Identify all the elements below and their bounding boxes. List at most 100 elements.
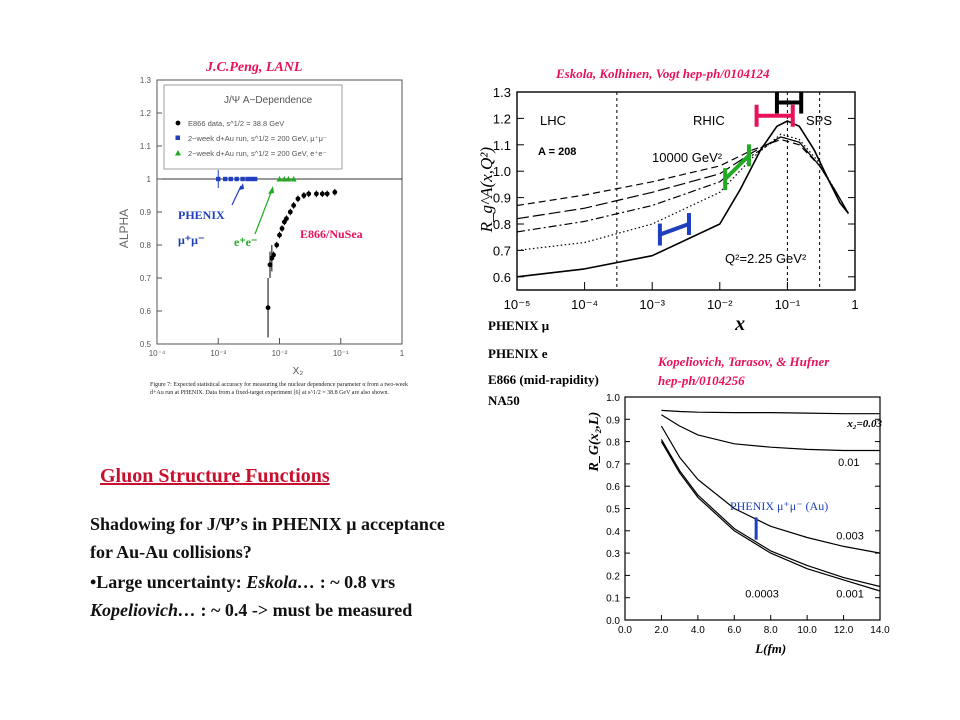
legend-marker-ee	[175, 150, 181, 156]
curve-label: x₂=0.03	[846, 418, 882, 430]
p3-plot-frame	[624, 396, 881, 621]
e866-data-point	[274, 242, 280, 248]
rhic-label: RHIC	[693, 113, 725, 128]
p3-xtick-label: 2.0	[654, 625, 668, 636]
p2-ytick-label: 1.3	[493, 85, 511, 100]
p3-xlabel: L(fm)	[754, 641, 786, 656]
phenix-mumu-point	[252, 176, 258, 182]
body-line-3-text: •Large uncertainty: Eskola… : ~ 0.8 vrs	[90, 572, 396, 592]
curve-label: 0.0003	[745, 589, 779, 601]
section-heading: Gluon Structure Functions	[100, 465, 330, 487]
p2-xlabel: x	[734, 313, 745, 335]
p1-legend-entry: 2−week d+Au run, s^1/2 = 200 GeV, e⁺e⁻	[188, 149, 327, 158]
legend-marker-mumu	[175, 135, 180, 140]
e866-data-point	[301, 193, 307, 198]
q2-high-label: 10000 GeV²	[652, 150, 723, 165]
rg-curve	[660, 441, 881, 592]
sps-label: SPS	[806, 113, 832, 128]
e866-data-point	[313, 191, 319, 197]
p2-ytick-label: 0.7	[493, 243, 511, 258]
p3-xtick-label: 10.0	[797, 625, 817, 636]
a208-label: A = 208	[538, 146, 576, 158]
p2-xtick-label: 10⁻³	[639, 297, 665, 312]
p3-xtick-label: 12.0	[834, 625, 854, 636]
phenix-mumu-point	[223, 176, 228, 182]
acceptance-bar	[774, 91, 804, 114]
p3-ytick-label: 0.8	[606, 438, 620, 449]
p1-xtick-label: 1	[400, 349, 405, 358]
kopeliovich-title: Kopeliovich, Tarasov, & Hufner	[658, 354, 830, 369]
legend-na50: NA50	[488, 393, 520, 408]
e866-data-point	[271, 252, 276, 258]
p1-ytick-label: 0.9	[140, 208, 152, 217]
p2-ytick-label: 0.9	[493, 191, 511, 206]
p3-ytick-label: 0.4	[606, 527, 620, 538]
p2-xtick-label: 10⁻⁵	[504, 297, 531, 312]
phenix-ee-point	[276, 176, 283, 182]
p1-ytick-label: 0.7	[140, 274, 152, 283]
body-line-2: for Au-Au collisions?	[90, 542, 252, 562]
p2-ytick-label: 0.8	[493, 217, 511, 232]
p1-ytick-label: 0.6	[140, 307, 152, 316]
e866-data-point	[265, 305, 271, 311]
e866-data-point	[306, 191, 312, 197]
body-line-1: Shadowing for J/Ψ’s in PHENIX μ acceptan…	[90, 514, 445, 534]
p1-ytick-label: 1.2	[140, 109, 152, 118]
rg-curve	[661, 414, 880, 452]
p3-xtick-label: 4.0	[691, 625, 705, 636]
p2-plot-frame	[516, 91, 856, 291]
phenix-mumu-arrow	[231, 185, 242, 206]
peng-title: J.C.Peng, LANL	[206, 60, 303, 75]
p3-ytick-label: 0.2	[606, 571, 620, 582]
e866-data-point	[281, 219, 287, 225]
p2-xtick-label: 10⁻⁴	[571, 297, 598, 312]
p3-ytick-label: 0.5	[606, 505, 620, 516]
p1-ytick-label: 1.3	[140, 76, 152, 85]
shadowing-curve	[516, 136, 849, 233]
e866-data-point	[287, 209, 293, 215]
p2-ylabel: R_g^A(x,Q²)	[477, 147, 496, 234]
legend-phenix-mu: PHENIX μ	[488, 318, 550, 333]
p3-xtick-label: 6.0	[727, 625, 741, 636]
p3-ytick-label: 0.9	[606, 415, 620, 426]
phenix-mumu-point	[240, 176, 245, 182]
p2-ytick-label: 1.0	[493, 164, 511, 179]
phenix-mumu-point	[249, 176, 254, 182]
phenix-mumu-point	[228, 176, 233, 182]
legend-marker-e866	[175, 120, 181, 126]
phenix-mumu-label-2: μ⁺μ⁻	[178, 233, 204, 247]
e866-data-point	[269, 255, 275, 261]
e866-data-point	[324, 191, 330, 197]
p1-ytick-label: 0.8	[140, 241, 152, 250]
p2-ytick-label: 1.2	[493, 111, 511, 126]
body-line-3: •Large uncertainty: Eskola… : ~ 0.8 vrs	[90, 572, 395, 593]
p1-legend-box	[163, 84, 343, 170]
rg-curve	[660, 425, 881, 554]
shadowing-curve	[516, 120, 850, 278]
phenix-ee-arrow	[254, 189, 273, 235]
e866-nusea-label: E866/NuSea	[300, 227, 363, 241]
body-line-4: Kopeliovich… : ~ 0.4 -> must be measured	[90, 600, 413, 620]
p3-ytick-label: 0.1	[606, 594, 620, 605]
e866-data-point	[277, 232, 282, 238]
shadowing-curve	[516, 138, 849, 214]
eskola-title: Eskola, Kolhinen, Vogt hep-ph/0104124	[556, 66, 770, 81]
p1-ytick-label: 1.1	[140, 142, 152, 151]
e866-data-point	[332, 189, 338, 195]
p2-xtick-label: 10⁻¹	[775, 297, 801, 312]
p3-ytick-label: 0.7	[606, 460, 620, 471]
p1-ylabel: ALPHA	[117, 209, 131, 248]
p1-xtick-label: 10⁻³	[210, 349, 226, 358]
p3-ytick-label: 1.0	[606, 393, 620, 404]
rg-curve	[660, 439, 881, 588]
phenix-mumu-point	[234, 176, 239, 182]
phenix-ee-point	[290, 176, 297, 182]
kopeliovich-ref: hep-ph/0104256	[658, 373, 745, 388]
legend-e866: E866 (mid-rapidity)	[488, 372, 599, 387]
phenix-mumu-point	[245, 176, 250, 182]
shadowing-curve	[516, 133, 849, 251]
phenix-mumu-point	[216, 176, 221, 182]
legend-phenix-e: PHENIX e	[488, 346, 548, 361]
p3-ylabel: R_G(x₂,L)	[587, 412, 602, 473]
rg-curve	[661, 409, 880, 415]
